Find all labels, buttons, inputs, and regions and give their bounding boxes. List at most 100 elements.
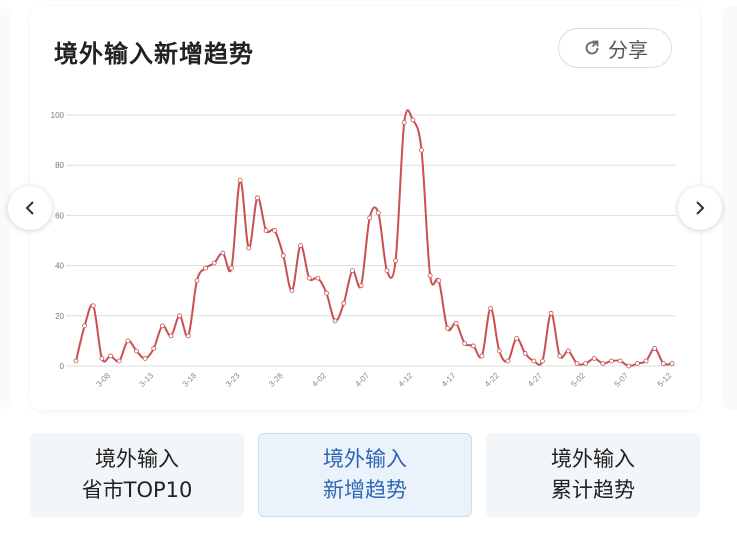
data-point <box>108 353 113 359</box>
data-point <box>350 268 355 274</box>
data-point <box>522 351 528 356</box>
data-point <box>643 358 649 364</box>
data-point <box>315 275 321 281</box>
data-point <box>660 361 666 366</box>
share-refresh-icon <box>585 40 599 55</box>
tab-label-line2: 新增趋势 <box>323 478 407 502</box>
data-point <box>669 361 675 366</box>
data-point <box>574 361 580 366</box>
chevron-left-icon <box>25 201 34 215</box>
data-point <box>211 260 217 266</box>
data-point <box>436 278 442 284</box>
tab-label-line1: 境外输入 <box>95 447 179 471</box>
x-tick-label: 3-08 <box>94 371 112 389</box>
x-tick-label: 4-12 <box>397 371 415 389</box>
data-point <box>445 325 450 331</box>
data-point <box>116 358 122 364</box>
data-point <box>591 356 597 361</box>
tab-cumulative-trend[interactable]: 境外输入 累计趋势 <box>486 433 700 517</box>
data-point <box>298 243 303 248</box>
data-point <box>125 338 131 344</box>
y-tick-label: 20 <box>55 312 64 321</box>
data-point <box>159 323 165 329</box>
data-point <box>358 283 364 289</box>
x-tick-label: 3-23 <box>224 371 242 389</box>
data-point <box>557 353 563 359</box>
data-point <box>548 310 554 316</box>
x-tick-label: 4-17 <box>440 371 458 389</box>
data-point <box>73 358 79 364</box>
data-point <box>626 363 632 369</box>
data-point <box>462 341 468 346</box>
x-tick-label: 5-12 <box>656 371 674 389</box>
y-tick-label: 60 <box>55 211 64 220</box>
tab-label-line2: 省市TOP10 <box>81 478 193 502</box>
data-point <box>479 353 485 359</box>
data-point <box>583 361 589 366</box>
data-point <box>419 147 424 153</box>
data-point <box>324 290 329 296</box>
series-line <box>75 109 673 368</box>
page-title: 境外输入新增趋势 <box>54 40 254 68</box>
data-point <box>332 318 338 324</box>
data-point <box>229 265 234 271</box>
data-point <box>142 356 148 361</box>
data-point <box>384 268 390 274</box>
data-point <box>617 358 623 364</box>
next-button[interactable] <box>678 186 722 230</box>
data-point <box>99 356 105 361</box>
x-tick-label: 4-02 <box>310 371 328 389</box>
data-point <box>410 117 416 123</box>
data-point <box>496 348 502 354</box>
y-tick-label: 40 <box>55 262 64 271</box>
data-point <box>289 288 295 294</box>
y-tick-label: 0 <box>60 362 65 371</box>
data-point <box>194 278 200 284</box>
data-point <box>237 177 243 183</box>
share-label: 分享 <box>608 37 648 62</box>
data-point <box>185 333 191 339</box>
x-tick-label: 4-07 <box>353 371 371 389</box>
x-tick-label: 3-28 <box>267 371 285 389</box>
data-point <box>367 215 373 221</box>
data-point <box>401 120 407 125</box>
data-point <box>609 358 614 364</box>
tab-top10[interactable]: 境外输入 省市TOP10 <box>30 433 244 517</box>
tab-label-line1: 境外输入 <box>323 447 407 471</box>
tab-label-line1: 境外输入 <box>551 447 635 471</box>
chart-card <box>30 6 700 410</box>
data-point <box>505 358 511 364</box>
data-point <box>272 228 278 233</box>
data-point <box>151 346 157 351</box>
data-point <box>514 335 519 341</box>
data-point <box>531 358 537 364</box>
prev-button[interactable] <box>8 186 52 230</box>
data-point <box>600 361 606 366</box>
share-button[interactable]: 分享 <box>558 28 672 68</box>
data-point <box>220 250 226 256</box>
data-point <box>134 348 139 354</box>
x-tick-label: 5-02 <box>569 371 587 389</box>
data-point <box>246 245 252 251</box>
data-point <box>565 348 571 354</box>
chevron-right-icon <box>696 201 705 215</box>
data-point <box>470 343 476 349</box>
x-tick-label: 4-22 <box>483 371 501 389</box>
data-point <box>393 258 398 263</box>
data-point <box>488 305 494 311</box>
data-point <box>254 195 260 201</box>
data-point <box>427 273 433 279</box>
data-point <box>90 303 96 309</box>
tab-label-line2: 累计趋势 <box>551 478 635 502</box>
data-point <box>540 358 545 364</box>
data-point <box>168 333 174 339</box>
data-point <box>177 313 183 319</box>
data-point <box>341 300 347 306</box>
x-tick-label: 3-18 <box>181 371 199 389</box>
data-point <box>453 320 459 326</box>
tab-new-trend[interactable]: 境外输入 新增趋势 <box>258 433 472 517</box>
x-tick-label: 4-27 <box>526 371 544 389</box>
x-tick-label: 3-13 <box>137 371 155 389</box>
data-point <box>280 253 286 258</box>
previous-card-edge <box>0 6 10 410</box>
